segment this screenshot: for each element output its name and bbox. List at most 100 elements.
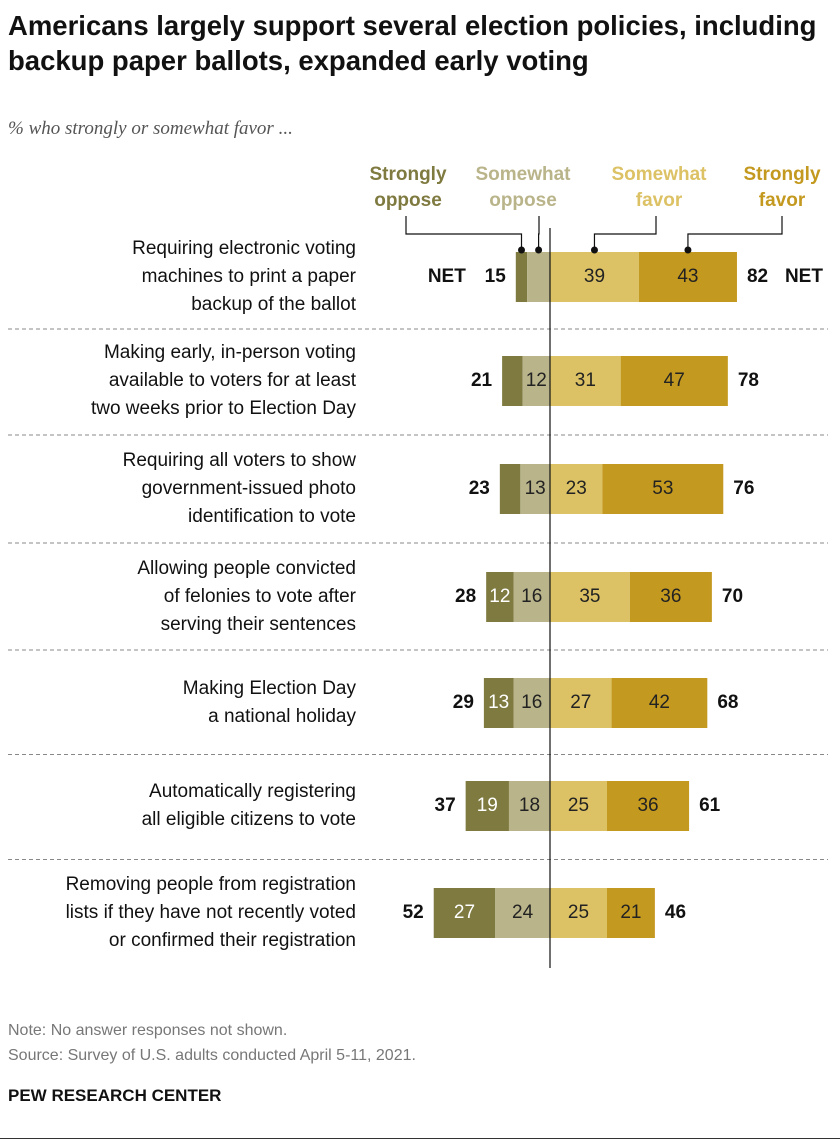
net-oppose-label: 52 [402,902,424,923]
row-label-line: machines to print a paper [141,266,356,287]
legend-somewhat-favor: Somewhat favor [594,162,724,214]
data-label-strongly-oppose: 27 [453,902,476,923]
bar-somewhat-favor [550,678,612,728]
bar-somewhat-favor [550,888,607,938]
bar-strongly-favor [607,781,690,831]
legend-connector [593,216,657,250]
row-label-line: Making early, in-person voting [103,342,356,363]
data-label-somewhat-oppose: 16 [521,692,543,713]
row-label-line: serving their sentences [160,614,356,635]
row-label: Requiring electronic voting machines to p… [6,235,356,319]
bottom-divider [0,1138,840,1139]
legend-connector [687,216,783,250]
bar-strongly-oppose [502,356,523,406]
legend-text: favor [758,190,806,211]
row-label: Allowing people convicted of felonies to … [6,555,356,639]
note: Note: No answer responses not shown. [8,1022,288,1039]
row-label: Requiring all voters to show government-i… [6,447,356,531]
bar-somewhat-favor [550,464,603,514]
data-label-somewhat-favor: 23 [565,478,587,499]
bar-strongly-favor [620,356,728,406]
legend-somewhat-oppose: Somewhat oppose [458,162,588,214]
data-label-strongly-oppose: 12 [489,586,511,607]
legend-text: Strongly [743,164,821,185]
data-label-somewhat-favor: 31 [574,370,596,391]
data-label-somewhat-oppose: 24 [512,902,534,923]
legend-connector-dot [518,246,525,254]
row-label: Making Election Day a national holiday [6,675,356,731]
data-label-strongly-favor: 47 [663,370,685,391]
bar-strongly-oppose [515,252,528,302]
data-label-somewhat-oppose: 18 [518,795,541,816]
row-label: Making early, in-person voting available … [6,339,356,423]
bar-strongly-oppose [483,678,514,728]
bar-somewhat-favor [550,356,621,406]
data-label-somewhat-favor: 27 [570,692,592,713]
row-label-line: available to voters for at least [108,370,356,391]
row-label: Removing people from registration lists i… [6,871,356,955]
net-oppose-label: 28 [455,586,477,607]
net-favor-label: 82 [746,266,769,287]
net-oppose-label: 29 [452,692,474,713]
data-label-strongly-favor: 36 [637,795,659,816]
bar-somewhat-oppose [508,781,550,831]
data-label-strongly-oppose: 19 [476,795,498,816]
bar-strongly-favor [602,464,724,514]
row-label-line: government-issued photo [141,478,356,499]
bar-somewhat-favor [550,252,639,302]
row-label-line: or confirmed their registration [108,930,356,951]
row-label-line: a national holiday [208,706,356,727]
bar-somewhat-oppose [520,464,550,514]
net-oppose-label: 23 [468,478,490,499]
diverging-bar-chart [8,216,828,968]
legend-strongly-favor: Strongly favor [717,162,840,214]
data-label-strongly-favor: 42 [648,692,670,713]
legend-connector-dot [535,246,543,254]
data-label-strongly-favor: 53 [652,478,674,499]
bar-somewhat-oppose [495,888,550,938]
net-oppose-label: 37 [434,795,456,816]
legend-text: oppose [374,190,442,211]
net-text-right: NET [784,266,823,287]
row-label-line: Allowing people convicted [137,558,356,579]
bar-strongly-oppose [486,572,514,622]
legend-text: oppose [489,190,557,211]
legend-strongly-oppose: Strongly oppose [343,162,473,214]
bar-somewhat-favor [550,781,607,831]
bar-somewhat-favor [550,572,630,622]
row-label-line: lists if they have not recently voted [65,902,356,923]
data-label-somewhat-oppose: 16 [521,586,543,607]
bar-strongly-oppose [433,888,496,938]
legend-connector [405,216,523,250]
data-label-strongly-favor: 43 [677,266,699,287]
data-label-somewhat-favor: 35 [579,586,601,607]
data-label-somewhat-oppose: 12 [525,370,547,391]
row-label-line: identification to vote [188,506,356,527]
row-label-line: Requiring all voters to show [122,450,356,471]
legend-text: favor [635,190,683,211]
net-text-left: NET [427,266,466,287]
bar-somewhat-oppose [527,252,550,302]
data-label-strongly-favor: 36 [660,586,682,607]
row-label-line: backup of the ballot [191,294,356,315]
data-label-somewhat-favor: 39 [583,266,606,287]
legend-text: Strongly [369,164,447,185]
chart-subtitle: % who strongly or somewhat favor ... [8,118,293,139]
legend-text: Somewhat [611,164,707,185]
row-label-line: Requiring electronic voting [132,238,356,259]
bar-strongly-favor [638,252,737,302]
net-favor-label: 46 [664,902,687,923]
brand-logo-text: PEW RESEARCH CENTER [8,1086,222,1105]
bar-strongly-favor [607,888,655,938]
net-oppose-label: 21 [470,370,493,391]
net-favor-label: 61 [699,795,721,816]
net-favor-label: 68 [717,692,739,713]
legend-connector-dot [590,246,598,254]
source: Source: Survey of U.S. adults conducted … [8,1047,416,1064]
row-label-line: Automatically registering [149,781,356,802]
bar-somewhat-oppose [513,678,550,728]
net-favor-label: 78 [737,370,759,391]
net-oppose-label: 15 [484,266,506,287]
row-label-line: Making Election Day [182,678,356,699]
